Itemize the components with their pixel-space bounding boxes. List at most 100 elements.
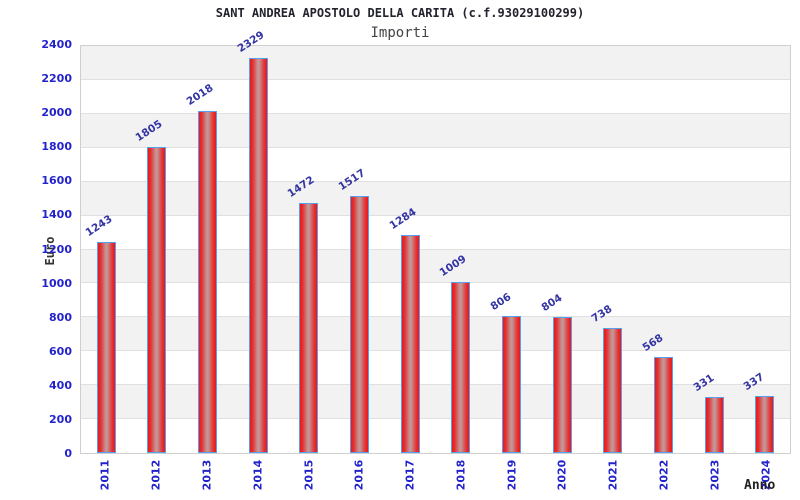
bar-slot: 1472 — [284, 46, 335, 453]
bar: 1805 — [134, 118, 167, 453]
bars-container: 1243 1805 2018 2329 1472 1517 1284 1009 806 804 73… — [81, 29, 790, 453]
bar-value-label: 1243 — [83, 213, 115, 240]
bar: 331 — [691, 372, 724, 453]
bar: 1472 — [286, 174, 319, 453]
x-tick-slot: 2020 — [537, 456, 588, 500]
y-tick-label: 2200 — [41, 72, 72, 86]
chart-title: SANT ANDREA APOSTOLO DELLA CARITA (c.f.9… — [215, 6, 585, 20]
gridline — [81, 384, 790, 386]
grid-band — [81, 79, 790, 114]
x-tick-slot: 2019 — [486, 456, 537, 500]
grid-band — [81, 46, 790, 80]
y-tick-label: 0 — [64, 447, 72, 460]
x-tick-slot: 2016 — [334, 456, 385, 500]
gridline — [81, 112, 790, 114]
x-axis: 2011 2012 2013 2014 2015 2016 2017 2018 2019 2020… — [80, 456, 791, 500]
bar-slot: 2329 — [233, 29, 284, 453]
bar: 337 — [742, 371, 775, 453]
bar-slot: 1284 — [385, 46, 436, 453]
y-tick-label: 2400 — [41, 38, 72, 51]
bar: 1243 — [83, 213, 116, 453]
bar: 806 — [488, 291, 521, 453]
y-tick-label: 200 — [49, 412, 72, 426]
y-tick-label: 1800 — [41, 140, 72, 154]
x-tick-label: 2022 — [657, 459, 671, 491]
bar: 1517 — [336, 167, 370, 453]
bar: 738 — [590, 303, 623, 453]
bar-slot: 1243 — [81, 46, 132, 453]
bar-slot: 738 — [587, 46, 638, 453]
bar-value-label: 1009 — [437, 252, 469, 279]
x-tick-label: 2023 — [708, 459, 722, 491]
gridline — [81, 350, 790, 352]
y-tick-label: 2000 — [41, 106, 72, 120]
x-tick-label: 2019 — [505, 459, 519, 491]
bar: 1284 — [387, 206, 420, 453]
bar: 1009 — [438, 253, 471, 453]
x-tick-label: 2011 — [98, 459, 112, 491]
bar-value-label: 2018 — [184, 81, 216, 108]
x-tick-slot: 2011 — [80, 456, 131, 500]
bar-slot: 1009 — [435, 46, 486, 453]
bar-value-label: 331 — [690, 371, 716, 394]
bar-slot: 337 — [739, 46, 790, 453]
gridline — [81, 214, 790, 216]
bar: 568 — [640, 332, 673, 453]
y-tick-label: 800 — [49, 310, 72, 324]
bar-value-label: 738 — [589, 302, 615, 325]
x-tick-label: 2020 — [555, 459, 569, 491]
gridline — [81, 282, 790, 284]
bar-slot: 331 — [689, 46, 740, 453]
y-tick-label: 1400 — [41, 208, 72, 222]
y-tick-label: 1000 — [41, 276, 72, 290]
bar-value-label: 337 — [741, 370, 767, 393]
gridline — [81, 180, 790, 182]
x-tick-slot: 2014 — [232, 456, 283, 500]
plot-area: 1243 1805 2018 2329 1472 1517 1284 1009 806 804 73… — [80, 29, 791, 454]
bar-slot: 804 — [537, 46, 588, 453]
bar-slot: 1805 — [132, 46, 183, 453]
gridline — [81, 316, 790, 318]
bar-value-label: 1472 — [285, 174, 317, 201]
bar-slot: 568 — [638, 46, 689, 453]
x-tick-label: 2013 — [200, 459, 214, 491]
x-tick-slot: 2012 — [131, 456, 182, 500]
x-tick-slot: 2022 — [639, 456, 690, 500]
bar-slot: 1517 — [334, 46, 385, 453]
bar-slot: 2018 — [182, 46, 233, 453]
bar-value-label: 1805 — [133, 117, 165, 144]
bar: 2018 — [185, 82, 218, 453]
y-tick-label: 1200 — [41, 242, 72, 256]
x-tick-label: 2015 — [302, 459, 316, 491]
bar-value-label: 806 — [488, 291, 514, 314]
y-tick-label: 600 — [49, 344, 72, 358]
y-tick-label: 400 — [49, 378, 72, 392]
bar-value-label: 804 — [539, 291, 564, 314]
bar-value-label: 1284 — [387, 206, 419, 233]
x-tick-slot: 2018 — [435, 456, 486, 500]
y-axis: 0 200 400 600 800 1000 1200 1400 1600 1800 2000 220… — [0, 38, 72, 460]
x-tick-label: 2012 — [149, 459, 163, 491]
x-tick-label: 2014 — [251, 459, 265, 491]
bar: 2329 — [235, 29, 268, 453]
x-tick-label: 2018 — [454, 459, 468, 491]
x-tick-label: 2016 — [352, 459, 366, 491]
x-tick-slot: 2013 — [182, 456, 233, 500]
bar-value-label: 568 — [640, 331, 666, 354]
gridline — [81, 78, 790, 80]
x-axis-title: Anno — [744, 478, 776, 493]
bar-slot: 806 — [486, 46, 537, 453]
x-tick-slot: 2015 — [283, 456, 334, 500]
x-tick-label: 2017 — [403, 459, 417, 491]
gridline — [81, 248, 790, 250]
x-tick-slot: 2017 — [385, 456, 436, 500]
x-tick-slot: 2023 — [689, 456, 740, 500]
x-tick-slot: 2021 — [588, 456, 639, 500]
x-tick-label: 2021 — [606, 459, 620, 491]
bar: 804 — [539, 292, 572, 453]
gridline — [81, 146, 790, 148]
bar-value-label: 1517 — [336, 166, 368, 193]
gridline — [81, 418, 790, 420]
chart-subtitle: Importi — [370, 25, 430, 41]
